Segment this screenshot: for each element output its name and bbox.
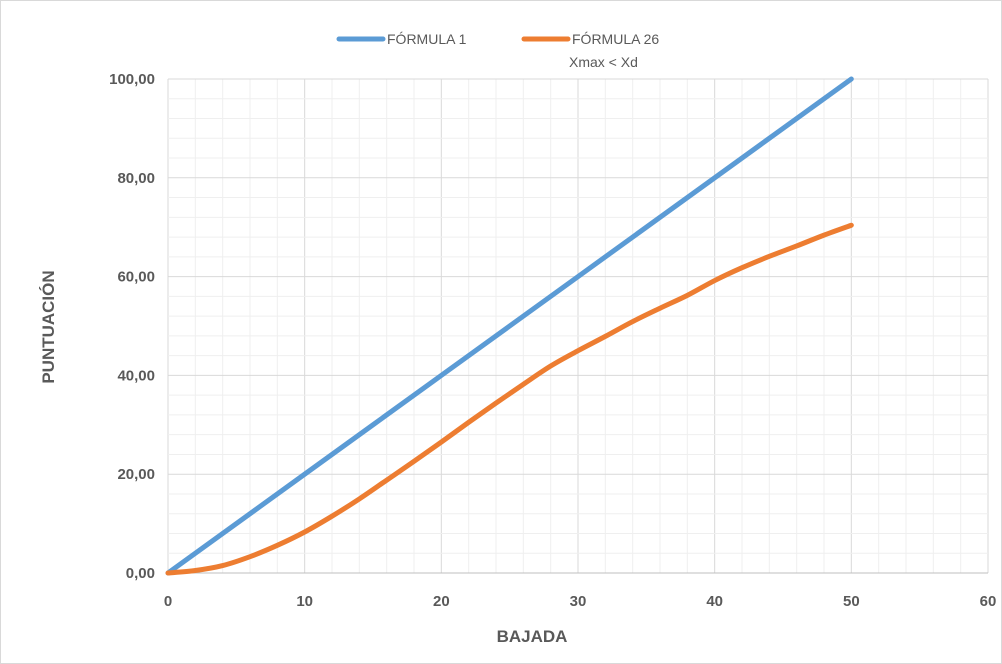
y-tick-label: 60,00 — [117, 269, 155, 286]
x-tick-label: 20 — [433, 593, 450, 610]
series-line-formula-26 — [165, 222, 854, 576]
y-tick-label: 0,00 — [126, 565, 155, 582]
legend-label-formula-26: FÓRMULA 26 — [572, 31, 659, 47]
y-axis-title: PUNTUACIÓN — [39, 270, 58, 383]
legend-note: Xmax < Xd — [569, 54, 638, 70]
x-tick-label: 0 — [164, 593, 172, 610]
x-tick-label: 40 — [706, 593, 723, 610]
y-tick-label: 100,00 — [109, 71, 155, 88]
legend-label-formula-1: FÓRMULA 1 — [387, 31, 467, 47]
y-tick-label: 40,00 — [117, 367, 155, 384]
legend: FÓRMULA 1 FÓRMULA 26 Xmax < Xd — [336, 31, 659, 70]
x-axis-title: BAJADA — [497, 627, 568, 646]
x-tick-label: 50 — [843, 593, 860, 610]
grid — [167, 78, 989, 574]
x-tick-label: 30 — [570, 593, 587, 610]
series-layer — [165, 76, 854, 576]
tick-labels: 0 10 20 30 40 50 60 0,00 20,00 40,00 60,00 80,00 100… — [109, 71, 996, 610]
x-tick-label: 60 — [980, 593, 997, 610]
y-tick-label: 20,00 — [117, 466, 155, 483]
series-line-formula-1 — [165, 76, 854, 576]
x-tick-label: 10 — [296, 593, 313, 610]
y-tick-label: 80,00 — [117, 170, 155, 187]
